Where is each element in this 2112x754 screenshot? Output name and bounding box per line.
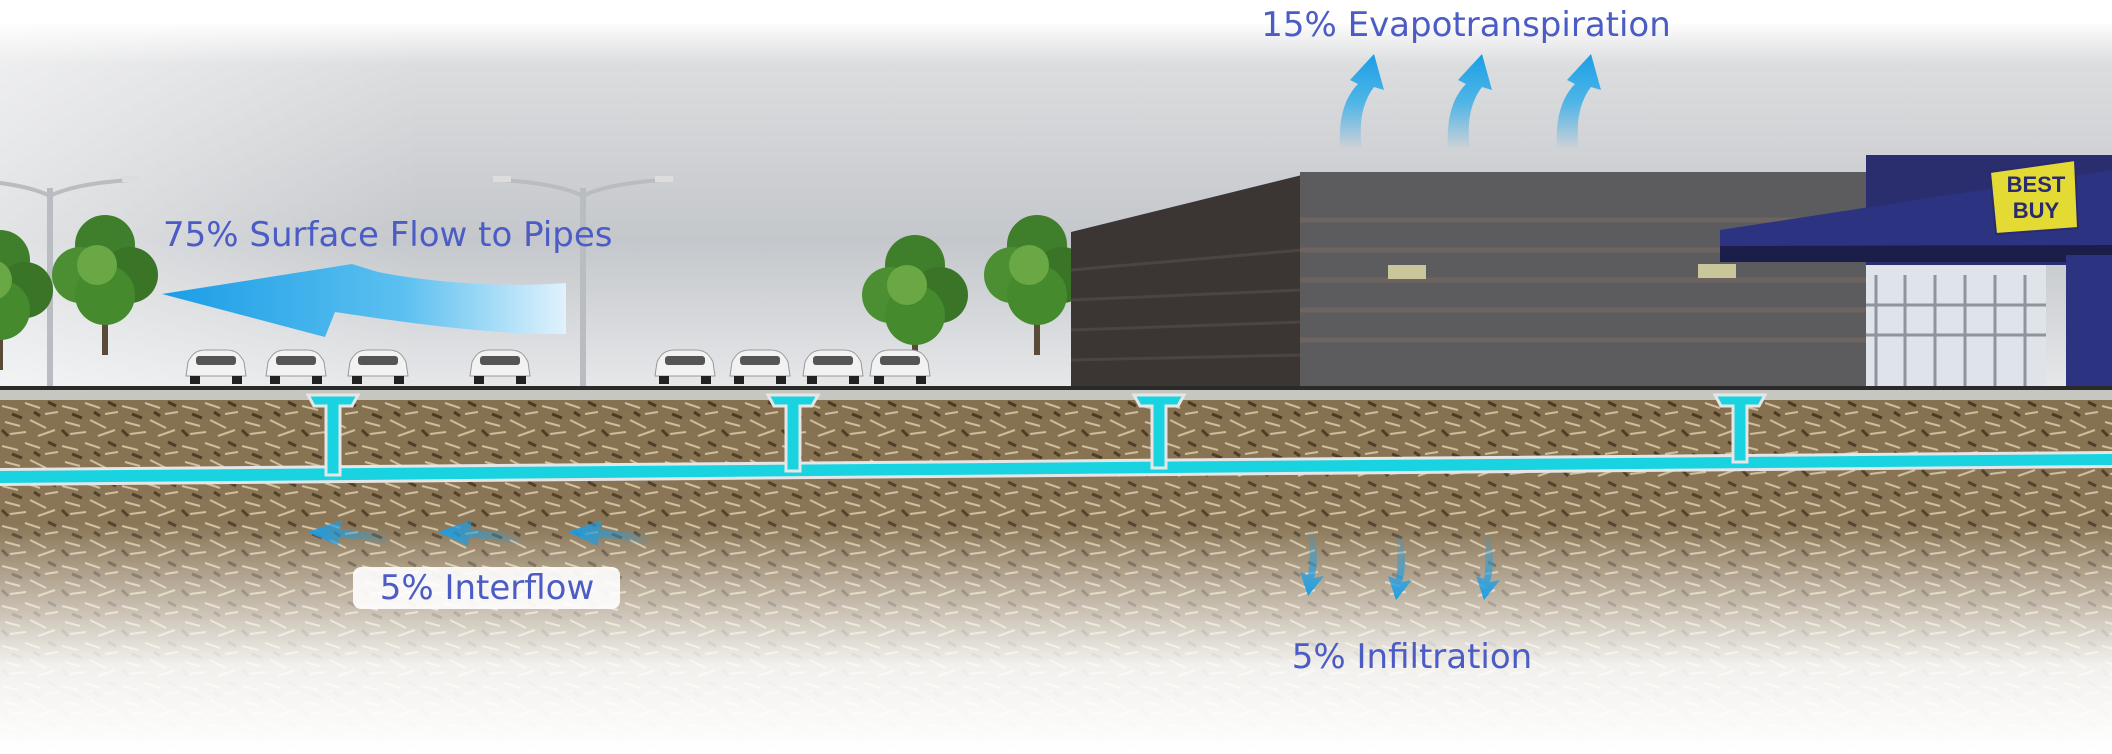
drain-pipes (0, 393, 2112, 486)
store-sign (1988, 158, 2080, 236)
building-part (1698, 264, 1736, 278)
ground-part (0, 386, 2112, 390)
drain-pipes-part-part (765, 393, 821, 473)
sign-line: BUY (2013, 198, 2060, 223)
surface-flow-label: 75% Surface Flow to Pipes (163, 215, 613, 255)
ground-part (0, 400, 2112, 754)
surface-flow-arrow (162, 264, 566, 337)
ground-part (0, 390, 2112, 400)
building-part (1300, 217, 1880, 343)
drain-pipes-part-part (1131, 393, 1187, 470)
drain-pipes-part (0, 454, 2112, 483)
sky-part (0, 0, 2112, 24)
drain-pipes-part-part (305, 393, 361, 477)
building-part (1388, 265, 1426, 279)
infiltration-label: 5% Infiltration (1292, 637, 1532, 677)
building-part (1720, 245, 2112, 262)
building-part (1866, 265, 2046, 388)
interflow-label: 5% Interflow (380, 568, 595, 608)
evapotranspiration-label: 15% Evapotranspiration (1261, 5, 1671, 45)
building: BEST BUY (1070, 155, 2112, 388)
building-part (1866, 275, 2046, 388)
building-part (1071, 175, 1302, 388)
ground (0, 386, 2112, 754)
drain-pipes-part (305, 393, 1768, 477)
building-part (2066, 255, 2112, 388)
sign-line: BEST (2007, 172, 2066, 197)
drain-pipes-part-part (1712, 393, 1768, 464)
interflow-label-box (353, 567, 620, 609)
building-part (1070, 248, 1303, 362)
